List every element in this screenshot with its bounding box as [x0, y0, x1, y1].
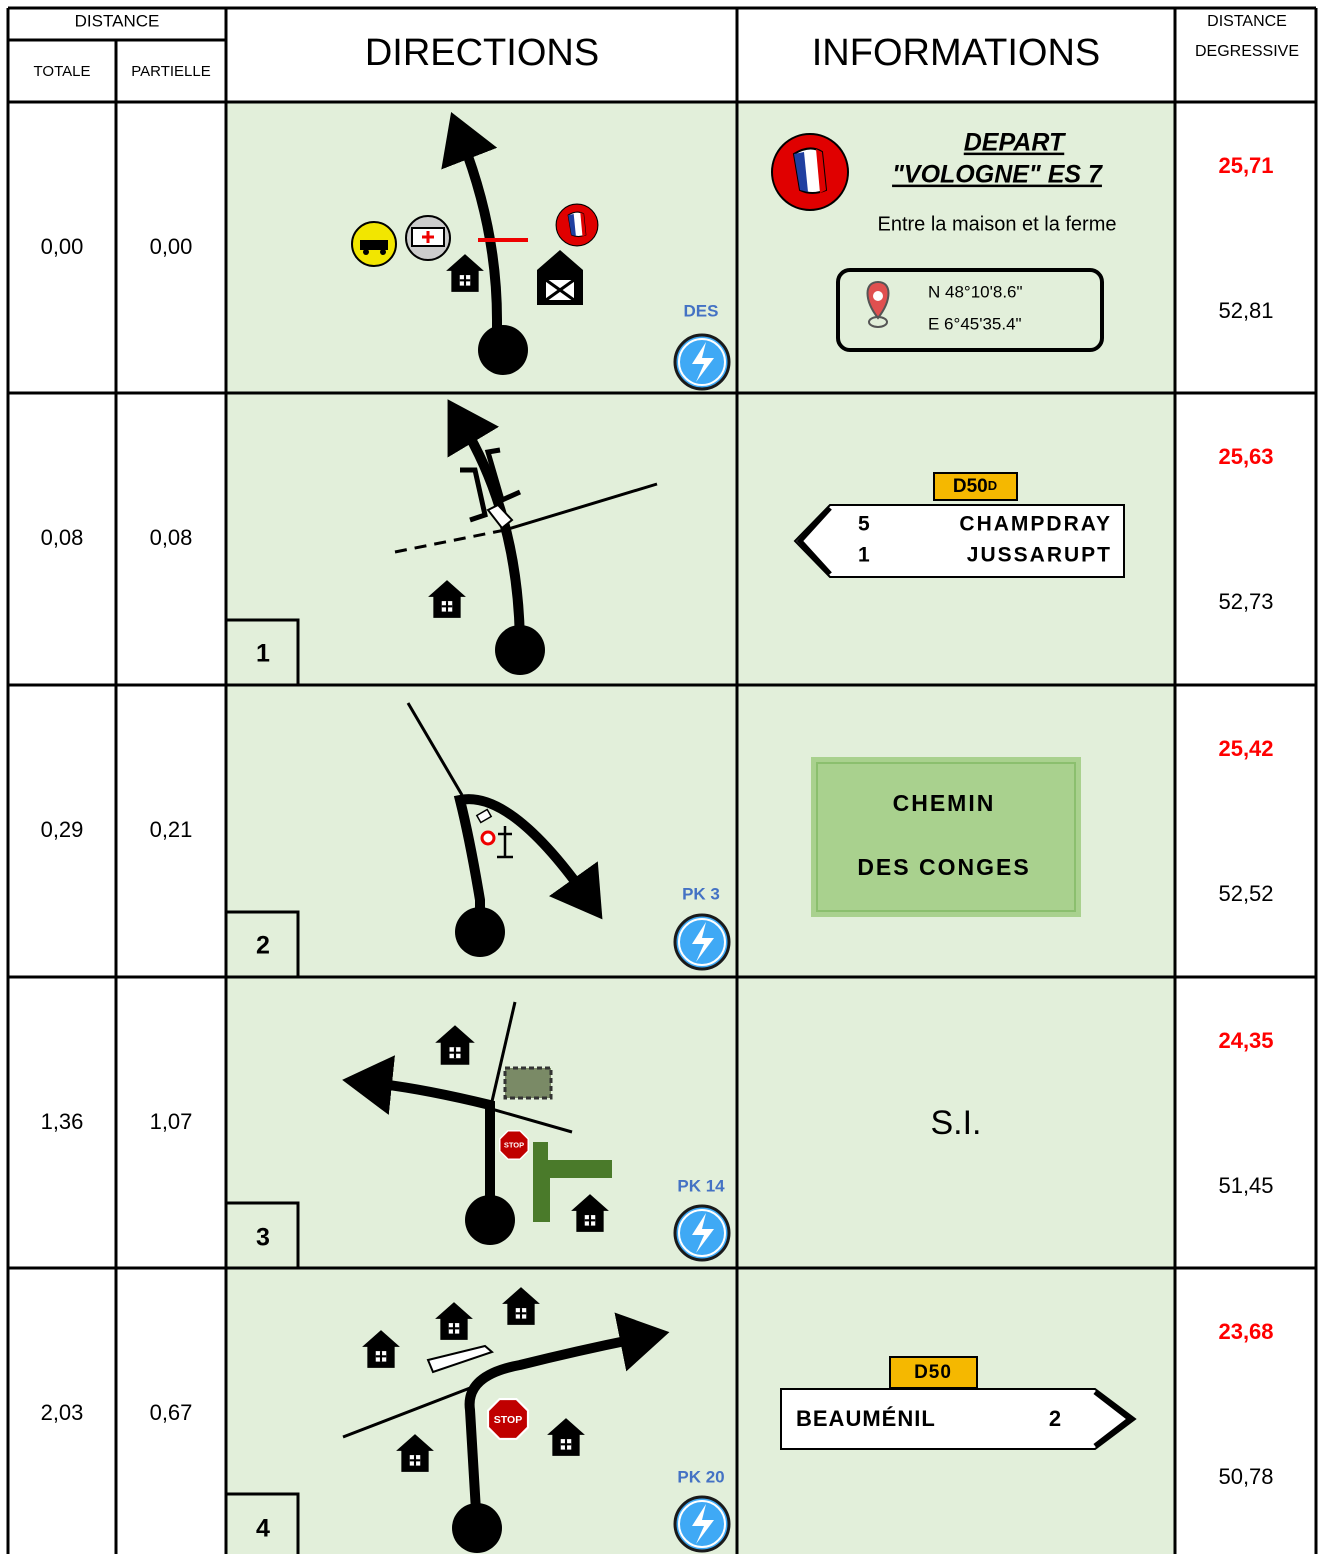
header-partielle: PARTIELLE	[131, 63, 210, 80]
total-distance: 0,08	[41, 525, 84, 550]
info-row-1: D50D 5 CHAMPDRAY 1 JUSSARUPT	[793, 472, 1125, 578]
step-index: 4	[256, 1515, 270, 1543]
road-number: D50	[953, 476, 988, 497]
header-informations: INFORMATIONS	[812, 32, 1101, 74]
info-row-2: CHEMIN DES CONGES	[811, 757, 1081, 917]
road-number: D50	[914, 1362, 952, 1383]
degressive-red: 24,35	[1218, 1028, 1273, 1053]
info-longitude: E 6°45'35.4"	[928, 314, 1022, 333]
street-plaque: CHEMIN	[893, 790, 996, 816]
street-plaque: DES CONGES	[857, 854, 1030, 880]
degressive-red: 25,42	[1218, 736, 1273, 761]
table-grid	[6, 6, 1318, 1554]
degressive: 52,81	[1218, 298, 1273, 323]
info-row-4: D50 BEAUMÉNIL 2	[780, 1356, 1137, 1450]
degressive: 52,73	[1218, 589, 1273, 614]
row-texts: 0,00 0,00 25,71 52,81 DES 0,08 0,08 25,63 52,73 1…	[41, 153, 1274, 1543]
info-row-3: S.I.	[930, 1104, 981, 1142]
marker-label: PK 3	[682, 884, 720, 903]
degressive: 50,78	[1218, 1464, 1273, 1489]
header: DISTANCE TOTALE PARTIELLE DIRECTIONS INF…	[34, 11, 1300, 79]
header-degressive: DISTANCE	[1207, 13, 1287, 30]
sign-destination: CHAMPDRAY	[959, 513, 1112, 536]
marker-label: PK 14	[677, 1176, 725, 1195]
direction-diagrams	[226, 112, 731, 1554]
total-distance: 0,00	[41, 234, 84, 259]
info-latitude: N 48°10'8.6"	[928, 282, 1023, 301]
header-distance: DISTANCE	[75, 11, 160, 30]
info-title: DEPART	[964, 129, 1067, 157]
info-text: S.I.	[930, 1104, 981, 1142]
step-index: 3	[256, 1224, 270, 1252]
degressive: 52,52	[1218, 881, 1273, 906]
sign-distance: 1	[858, 544, 870, 567]
degressive-red: 23,68	[1218, 1319, 1273, 1344]
sign-destination: BEAUMÉNIL	[796, 1406, 936, 1431]
sign-destination: JUSSARUPT	[967, 544, 1112, 567]
header-degressive: DEGRESSIVE	[1195, 43, 1299, 60]
info-note: Entre la maison et la ferme	[878, 213, 1117, 235]
sign-distance: 5	[858, 513, 870, 536]
partial-distance: 0,08	[150, 525, 193, 550]
info-row-0: DEPART "VOLOGNE" ES 7 Entre la maison et…	[771, 129, 1117, 352]
step-index: 2	[256, 932, 270, 960]
degressive-red: 25,71	[1218, 153, 1273, 178]
total-distance: 0,29	[41, 817, 84, 842]
partial-distance: 0,21	[150, 817, 193, 842]
total-distance: 2,03	[41, 1400, 84, 1425]
degressive-red: 25,63	[1218, 444, 1273, 469]
degressive: 51,45	[1218, 1173, 1273, 1198]
marker-label: PK 20	[677, 1467, 724, 1486]
road-number: D50D	[953, 476, 997, 497]
step-index: 1	[256, 640, 270, 668]
header-directions: DIRECTIONS	[365, 32, 599, 74]
road-suffix: D	[988, 478, 997, 493]
total-distance: 1,36	[41, 1109, 84, 1134]
info-subtitle: "VOLOGNE" ES 7	[892, 161, 1103, 189]
partial-distance: 1,07	[150, 1109, 193, 1134]
marker-label: DES	[684, 301, 719, 320]
header-totale: TOTALE	[34, 63, 91, 80]
partial-distance: 0,67	[150, 1400, 193, 1425]
partial-distance: 0,00	[150, 234, 193, 259]
sign-distance: 2	[1049, 1406, 1061, 1431]
